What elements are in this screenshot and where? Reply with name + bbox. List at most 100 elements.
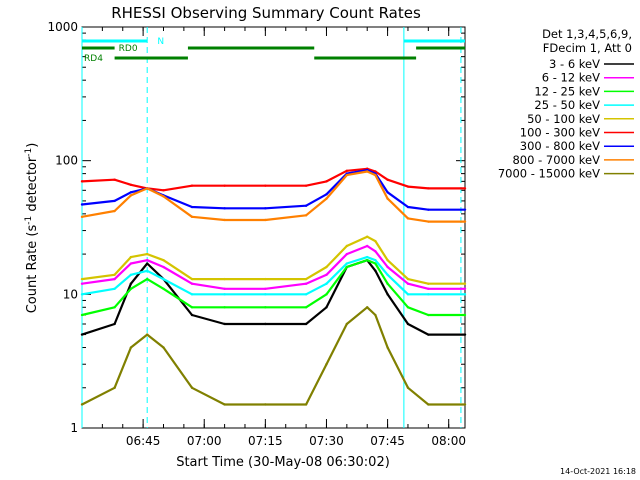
series-point: [427, 313, 430, 317]
series-point: [325, 273, 328, 277]
series-point: [145, 333, 149, 336]
series-line: [81, 170, 465, 223]
series-point: [406, 386, 410, 389]
x-tick-label: 08:00: [431, 434, 466, 448]
series-point: [304, 293, 308, 296]
series-point: [223, 184, 226, 187]
series-point: [345, 173, 349, 177]
series-point: [386, 282, 389, 285]
series-point: [386, 191, 389, 194]
series-point: [427, 287, 430, 291]
series-point: [129, 262, 133, 265]
series-point: [386, 293, 389, 296]
series-point: [129, 191, 133, 194]
series-point: [190, 386, 194, 389]
series-point: [162, 277, 165, 281]
series-point: [264, 322, 267, 326]
series-point: [129, 282, 133, 285]
series-point: [80, 333, 84, 336]
series-point: [145, 269, 149, 272]
legend-entry-label: 50 - 100 keV: [527, 112, 600, 126]
flag-rd0-label: RD0: [119, 44, 138, 54]
series-point: [264, 306, 267, 309]
series-point: [304, 204, 308, 207]
series-point: [463, 293, 467, 296]
series-point: [427, 220, 430, 223]
flag-rd4-label: RD4: [84, 54, 103, 64]
x-tick-label: 06:45: [126, 434, 161, 448]
series-point: [190, 282, 194, 285]
series-point: [386, 273, 389, 277]
series-point: [145, 259, 149, 262]
legend-header-line-2: FDecim 1, Att 0: [543, 41, 632, 55]
series-point: [374, 250, 377, 253]
series-point: [190, 277, 194, 281]
series-point: [264, 293, 267, 296]
chart-title: RHESSI Observing Summary Count Rates: [111, 4, 421, 22]
series-line: [81, 235, 465, 285]
series-point: [366, 255, 369, 259]
series-point: [129, 194, 133, 197]
series-point: [427, 293, 430, 296]
series-point: [345, 252, 349, 256]
series-point: [345, 262, 349, 265]
series-point: [325, 193, 328, 196]
series-point: [129, 183, 133, 186]
series-point: [406, 277, 410, 281]
series-point: [325, 293, 328, 296]
series-point: [386, 346, 389, 349]
series-point: [113, 386, 116, 389]
x-tick-label: 07:15: [248, 434, 283, 448]
series-point: [162, 189, 165, 192]
y-axis-label: Count Rate (s-1 detector-1): [24, 143, 40, 314]
y-tick-label: 1000: [47, 20, 78, 34]
series-point: [223, 322, 226, 326]
series-point: [325, 363, 328, 366]
series-point: [406, 217, 410, 220]
series-point: [427, 208, 430, 211]
x-tick-label: 07:00: [187, 434, 222, 448]
series-point: [264, 218, 267, 222]
series-point: [162, 195, 165, 198]
series-point: [406, 293, 410, 296]
plot-frame: [81, 26, 466, 429]
series-point: [113, 306, 116, 309]
series-point: [190, 293, 194, 296]
series-line: [81, 244, 465, 290]
series-point: [304, 322, 308, 326]
series-point: [345, 244, 349, 248]
legend-entry-label: 7000 - 15000 keV: [498, 167, 600, 181]
series-point: [463, 313, 467, 317]
series-point: [325, 180, 328, 183]
series-point: [190, 205, 194, 209]
series-point: [374, 269, 377, 272]
series-point: [345, 169, 349, 172]
series-point: [145, 252, 149, 256]
series-point: [113, 199, 116, 203]
series-point: [304, 214, 308, 217]
series-point: [304, 184, 308, 187]
flag-n-label: N: [157, 37, 164, 47]
x-axis-label: Start Time (30-May-08 06:30:02): [176, 455, 390, 470]
series-point: [366, 235, 369, 238]
series-point: [427, 403, 430, 406]
series-point: [264, 403, 267, 406]
footer-date: 14-Oct-2021 16:18: [560, 467, 636, 476]
series-point: [162, 265, 165, 269]
series-point: [463, 220, 467, 223]
series-point: [463, 187, 467, 190]
series-point: [190, 306, 194, 309]
series-point: [264, 207, 267, 210]
y-tick-label: 10: [63, 287, 78, 301]
series-point: [463, 287, 467, 291]
series-point: [406, 185, 410, 188]
series-point: [162, 346, 165, 349]
legend-entry-label: 300 - 800 keV: [520, 139, 600, 153]
series-point: [374, 239, 377, 243]
series-point: [145, 187, 149, 190]
series-point: [80, 277, 84, 281]
legend-entry-label: 25 - 50 keV: [534, 98, 600, 112]
series-point: [406, 282, 410, 285]
series-point: [223, 287, 226, 291]
